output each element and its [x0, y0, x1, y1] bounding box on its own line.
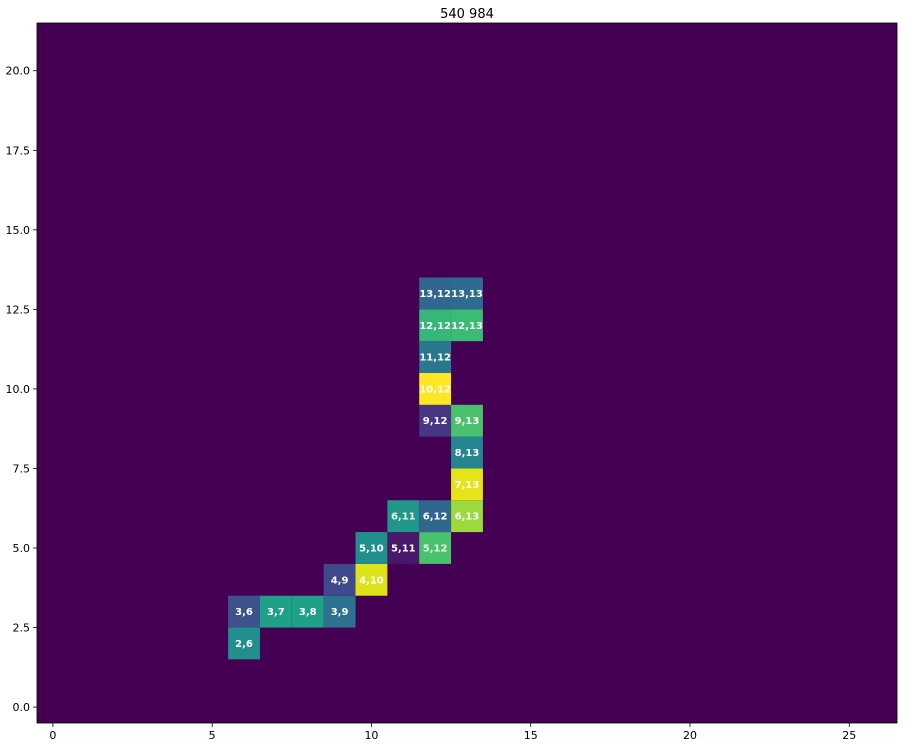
heatmap-cell: [451, 277, 483, 310]
cell-label: 12,12: [419, 321, 451, 332]
heatmap-cell: [291, 595, 324, 628]
y-tick-label: 10.0: [6, 383, 31, 396]
cell-label: 5,10: [359, 544, 384, 555]
y-axis: 0.0 2.5 5.0 7.5 10.0 12.5 15.0 17.5 20.0: [6, 65, 37, 714]
x-tick-label: 10: [364, 729, 378, 742]
cell-label: 3,7: [267, 607, 285, 618]
heatmap-cell: [323, 563, 356, 596]
cell-label: 3,8: [299, 607, 317, 618]
y-tick-label: 5.0: [13, 542, 31, 555]
y-tick-label: 7.5: [13, 462, 31, 475]
plot-frame: [36, 22, 898, 724]
heatmap-cell: [419, 404, 452, 437]
heatmap-cell: [228, 627, 260, 660]
cell-label: 7,13: [455, 480, 480, 491]
y-tick-label: 0.0: [13, 701, 31, 714]
cell-label: 3,9: [331, 607, 349, 618]
heatmap-cell: [323, 595, 356, 628]
heatmap-cell: [228, 595, 260, 628]
heatmap-cell: [419, 532, 452, 564]
cell-label: 6,12: [423, 512, 448, 523]
heatmap-cell: [419, 277, 452, 310]
cell-label: 3,6: [235, 607, 253, 618]
cell-label: 6,11: [391, 512, 416, 523]
heatmap-cell: [451, 500, 483, 533]
heatmap-cell: [387, 532, 420, 564]
cell-label: 6,13: [455, 512, 480, 523]
cell-label: 8,13: [455, 448, 480, 459]
heatmap-cell: [355, 532, 388, 564]
heatmap-cell: [419, 500, 452, 533]
cell-label: 2,6: [235, 639, 253, 650]
x-tick-label: 0: [49, 729, 56, 742]
x-tick-label: 15: [524, 729, 538, 742]
chart-title: 540 984: [440, 7, 494, 22]
cell-label: 9,12: [423, 416, 448, 427]
plot-area: 2,6 3,6 3,7 3,8 3,9 4,9 4,10 5,10 5,11 5,12 6,11 6,…: [36, 22, 898, 724]
heatmap-cell: [451, 309, 483, 342]
cell-label: 12,13: [451, 321, 483, 332]
heatmap-cell: [451, 468, 483, 501]
cell-label: 11,12: [419, 353, 451, 364]
x-tick-label: 25: [842, 729, 856, 742]
heatmap-cell: [419, 373, 452, 405]
cell-label: 4,9: [331, 575, 349, 586]
cell-label: 13,13: [451, 289, 483, 300]
cell-label: 5,11: [391, 544, 416, 555]
heatmap-cell: [259, 595, 292, 628]
heatmap-cell: [419, 309, 452, 342]
heatmap-cell: [419, 341, 452, 373]
cell-label: 9,13: [455, 416, 480, 427]
heatmap-cell: [451, 436, 483, 469]
heatmap-cell: [387, 500, 420, 533]
cell-label: 10,12: [419, 384, 451, 395]
heatmap-cell: [355, 563, 388, 596]
y-tick-label: 20.0: [6, 65, 31, 78]
y-tick-label: 17.5: [6, 144, 31, 157]
cell-label: 4,10: [359, 575, 384, 586]
y-tick-label: 15.0: [6, 224, 31, 237]
x-tick-label: 5: [209, 729, 216, 742]
y-tick-label: 12.5: [6, 303, 31, 316]
cell-label: 5,12: [423, 544, 448, 555]
y-tick-label: 2.5: [13, 622, 31, 635]
heatmap-background: [37, 23, 897, 723]
x-axis: 0 5 10 15 20 25: [49, 723, 856, 742]
heatmap-cell: [451, 404, 483, 437]
x-tick-label: 20: [683, 729, 697, 742]
cell-label: 13,12: [419, 289, 451, 300]
